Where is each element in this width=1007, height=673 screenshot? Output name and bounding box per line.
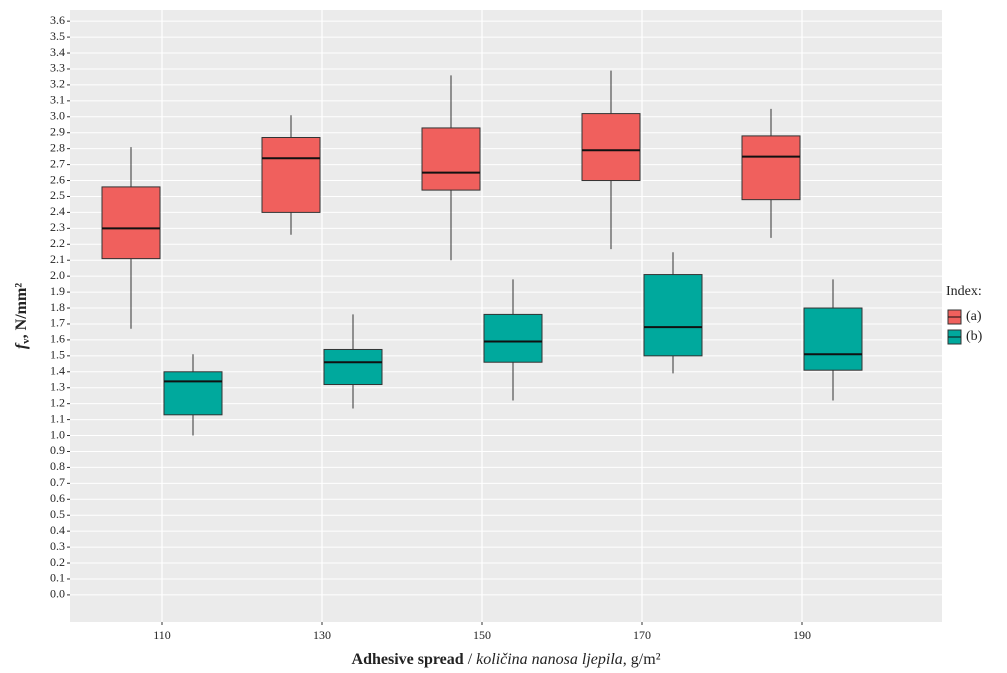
y-tick-label: 0.4 bbox=[50, 523, 65, 537]
x-title-sep: / bbox=[464, 651, 476, 668]
y-tick-label: 0.8 bbox=[50, 459, 65, 473]
y-tick-label: 1.4 bbox=[50, 364, 65, 378]
y-tick-label: 3.3 bbox=[50, 61, 65, 75]
x-tick-label: 170 bbox=[633, 628, 651, 642]
box bbox=[163, 371, 223, 416]
x-title-italic: količina nanosa ljepila bbox=[476, 651, 623, 668]
y-tick-label: 2.2 bbox=[50, 236, 65, 250]
x-title-bold: Adhesive spread bbox=[352, 651, 464, 668]
box bbox=[803, 307, 863, 371]
y-tick-label: 1.6 bbox=[50, 332, 65, 346]
y-tick-label: 2.4 bbox=[50, 204, 65, 218]
x-tick-label: 190 bbox=[793, 628, 811, 642]
y-title-symbol: f bbox=[13, 342, 30, 349]
y-tick-label: 0.6 bbox=[50, 491, 65, 505]
y-tick-label: 0.2 bbox=[50, 555, 65, 569]
y-tick-label: 0.7 bbox=[50, 475, 65, 489]
y-tick-label: 1.2 bbox=[50, 395, 65, 409]
y-tick-label: 2.0 bbox=[50, 268, 65, 282]
box bbox=[643, 274, 703, 357]
box bbox=[741, 135, 801, 201]
y-tick-label: 1.0 bbox=[50, 427, 65, 441]
y-tick-label: 0.5 bbox=[50, 507, 65, 521]
y-tick-label: 1.9 bbox=[50, 284, 65, 298]
x-tick-label: 110 bbox=[153, 628, 171, 642]
x-tick-label: 130 bbox=[313, 628, 331, 642]
y-tick-label: 1.1 bbox=[50, 411, 65, 425]
x-title-unit: , g/m² bbox=[623, 651, 661, 668]
y-tick-label: 1.3 bbox=[50, 379, 65, 393]
y-tick-label: 0.0 bbox=[50, 587, 65, 601]
box bbox=[421, 127, 481, 191]
box bbox=[261, 137, 321, 213]
y-tick-label: 0.3 bbox=[50, 539, 65, 553]
box bbox=[581, 113, 641, 182]
legend-label: (a) bbox=[966, 309, 982, 324]
y-tick-label: 0.1 bbox=[50, 571, 65, 585]
y-tick-label: 3.5 bbox=[50, 29, 65, 43]
x-tick-label: 150 bbox=[473, 628, 491, 642]
legend-title: Index: bbox=[946, 284, 982, 299]
y-tick-label: 0.9 bbox=[50, 443, 65, 457]
y-tick-label: 3.0 bbox=[50, 109, 65, 123]
y-tick-label: 2.1 bbox=[50, 252, 65, 266]
y-tick-label: 2.5 bbox=[50, 188, 65, 202]
y-tick-label: 2.6 bbox=[50, 172, 65, 186]
box bbox=[101, 186, 161, 260]
y-tick-label: 3.6 bbox=[50, 13, 65, 27]
y-tick-label: 1.8 bbox=[50, 300, 65, 314]
y-tick-label: 1.7 bbox=[50, 316, 65, 330]
box bbox=[483, 313, 543, 363]
y-tick-label: 2.7 bbox=[50, 156, 65, 170]
y-tick-label: 3.1 bbox=[50, 93, 65, 107]
y-tick-label: 2.3 bbox=[50, 220, 65, 234]
y-tick-label: 2.9 bbox=[50, 124, 65, 138]
y-title-subscript: v bbox=[20, 338, 32, 344]
legend-label: (b) bbox=[966, 329, 983, 344]
box bbox=[323, 348, 383, 386]
y-tick-label: 3.4 bbox=[50, 45, 65, 59]
y-tick-label: 3.2 bbox=[50, 77, 65, 91]
y-axis-title: fv, N/mm² bbox=[13, 283, 32, 349]
y-title-unit: , N/mm² bbox=[13, 283, 30, 339]
x-axis-title: Adhesive spread / količina nanosa ljepil… bbox=[352, 651, 661, 668]
y-tick-label: 2.8 bbox=[50, 140, 65, 154]
y-tick-label: 1.5 bbox=[50, 348, 65, 362]
